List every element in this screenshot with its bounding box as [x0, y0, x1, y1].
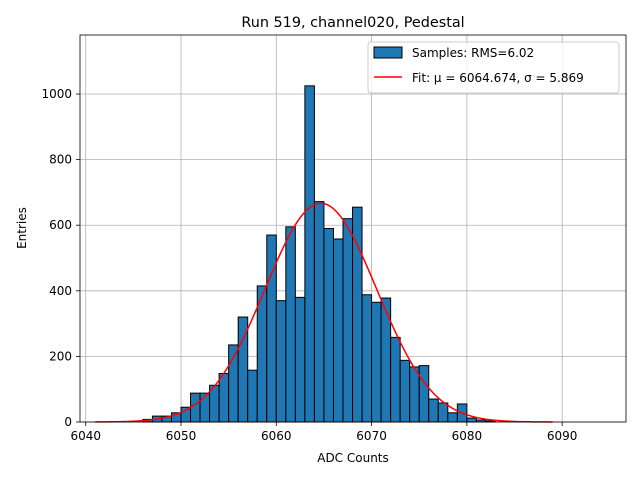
x-axis-ticks: 6040 6050 6060 6070 6080 6090	[70, 422, 577, 443]
gaussian-fit-curve	[95, 202, 553, 423]
histogram-bar	[437, 402, 449, 423]
histogram-bar	[428, 398, 439, 423]
histogram-bar	[342, 218, 354, 423]
histogram-bar	[371, 301, 382, 423]
histogram-bar	[313, 201, 325, 423]
legend-label-samples: Samples: RMS=6.02	[412, 46, 534, 60]
histogram-bar	[190, 392, 201, 423]
histogram-bar	[447, 412, 458, 423]
histogram-bar	[399, 359, 411, 423]
legend-swatch-samples	[373, 46, 403, 59]
histogram-bar	[247, 369, 258, 423]
histogram-bar	[304, 85, 315, 423]
histogram-bar	[285, 226, 296, 423]
y-tick-label: 200	[49, 349, 72, 363]
histogram-bar	[332, 238, 344, 423]
y-tick-label: 600	[49, 218, 72, 232]
histogram-bar	[266, 234, 277, 423]
x-tick-label: 6040	[70, 429, 101, 443]
histogram-bar	[390, 336, 401, 423]
histogram-bar	[418, 365, 430, 423]
x-tick-label: 6060	[261, 429, 292, 443]
x-tick-label: 6090	[547, 429, 578, 443]
legend: Samples: RMS=6.02 Fit: μ = 6064.674, σ =…	[367, 41, 620, 94]
x-tick-label: 6070	[356, 429, 387, 443]
histogram-bars	[142, 85, 496, 423]
histogram-bar	[275, 300, 287, 423]
legend-box	[367, 41, 620, 94]
y-tick-label: 400	[49, 284, 72, 298]
histogram-bar	[323, 228, 334, 423]
legend-label-fit: Fit: μ = 6064.674, σ = 5.869	[412, 71, 584, 85]
plot-area-frame	[79, 34, 627, 423]
histogram-bar	[218, 372, 230, 423]
chart-title: Run 519, channel020, Pedestal	[241, 15, 464, 31]
histogram-bar	[256, 285, 268, 423]
y-tick-label: 0	[64, 415, 72, 429]
x-axis-label: ADC Counts	[317, 451, 389, 465]
histogram-bar	[361, 294, 373, 423]
histogram-bar	[409, 366, 420, 423]
y-axis-ticks: 0 200 400 600 800 1000	[41, 87, 80, 429]
x-tick-label: 6050	[166, 429, 197, 443]
histogram-bar	[294, 296, 306, 423]
y-tick-label: 800	[49, 153, 72, 167]
y-axis-label: Entries	[15, 207, 29, 249]
histogram-bar	[466, 417, 477, 423]
y-tick-label: 1000	[41, 87, 72, 101]
x-tick-label: 6080	[452, 429, 483, 443]
